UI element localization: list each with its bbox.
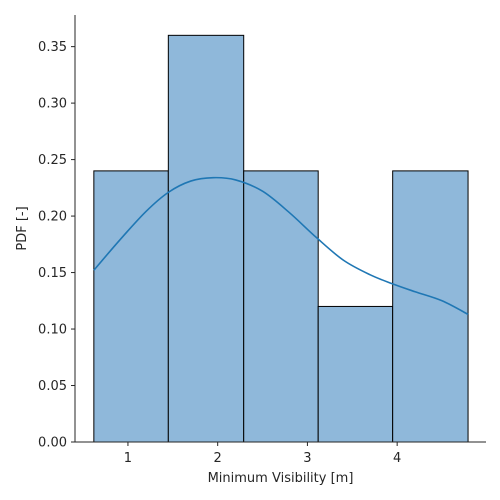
y-tick-label: 0.30 (38, 97, 67, 112)
x-axis-ticks: 1 2 3 4 (124, 442, 401, 466)
y-tick-label: 0.35 (38, 40, 67, 55)
y-tick-label: 0.10 (38, 323, 67, 338)
y-axis-ticks: 0.00 0.05 0.10 0.15 0.20 0.25 0.30 0.35 (38, 40, 75, 451)
histogram-bar-1 (93, 170, 169, 443)
y-tick-label: 0.00 (38, 436, 67, 451)
y-tick-label: 0.20 (38, 210, 67, 225)
histogram-bars (93, 34, 469, 443)
kde-curve (93, 176, 469, 316)
x-tick-label: 1 (124, 451, 132, 466)
y-axis-label: PDF [-] (15, 206, 30, 250)
x-tick-label: 2 (214, 451, 222, 466)
histogram-bar-5 (392, 170, 469, 443)
x-axis-label: Minimum Visibility [m] (208, 471, 354, 486)
histogram-bar-3 (243, 170, 319, 443)
x-tick-label: 3 (303, 451, 311, 466)
histogram-bar-4 (317, 305, 394, 443)
y-tick-label: 0.25 (38, 153, 67, 168)
axes (74, 15, 486, 443)
x-tick-label: 4 (393, 451, 401, 466)
histogram-bar-2 (167, 34, 245, 443)
y-tick-label: 0.05 (38, 379, 67, 394)
y-tick-label: 0.15 (38, 266, 67, 281)
